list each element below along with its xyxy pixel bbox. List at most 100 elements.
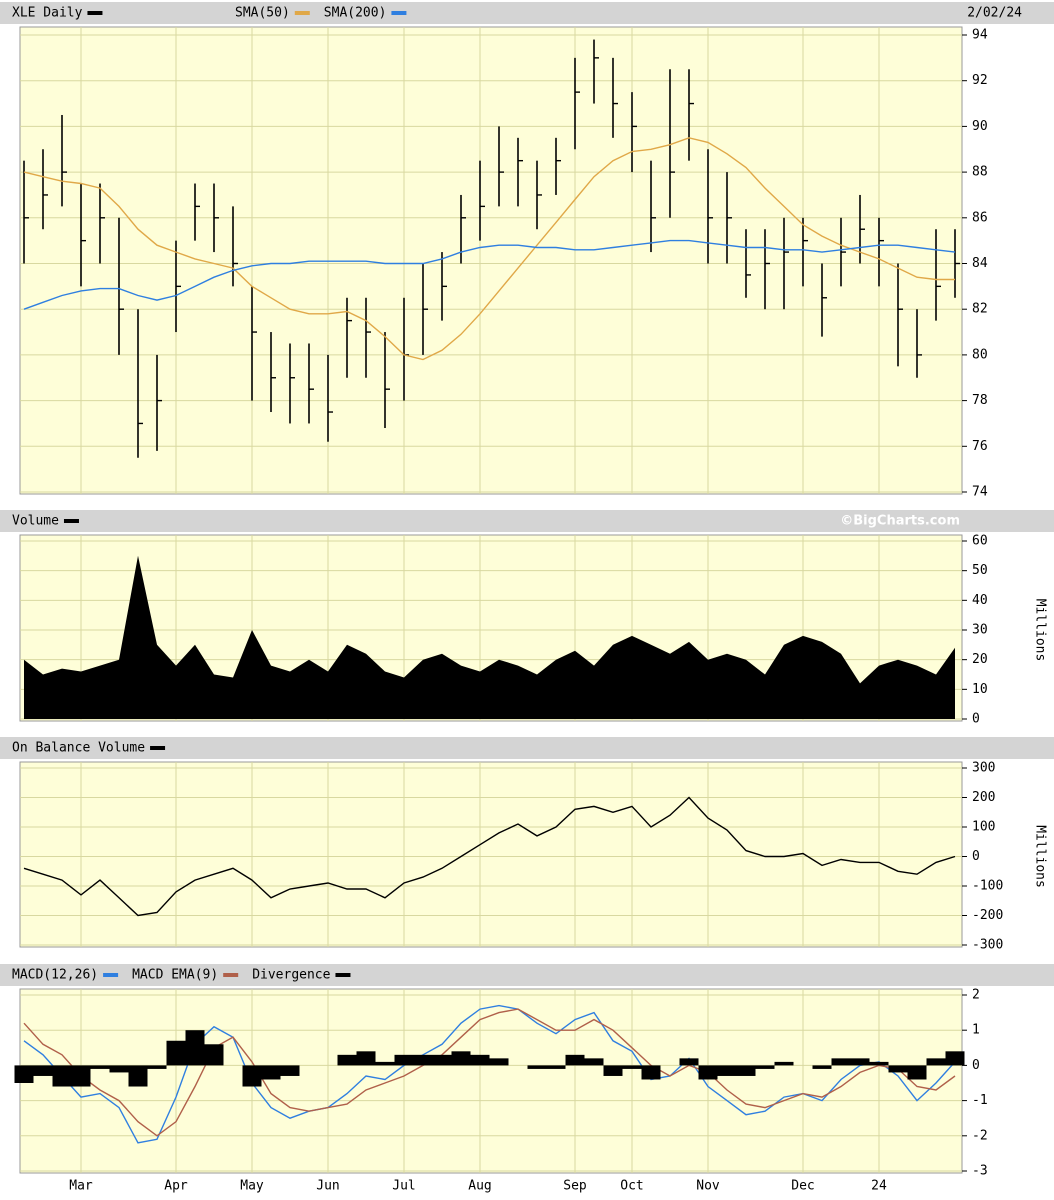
- legend-label: MACD(12,26): [12, 968, 98, 983]
- legend-swatch: [87, 11, 103, 15]
- panel-header: [0, 964, 1054, 986]
- y-tick-label: 20: [972, 652, 988, 667]
- x-tick-label: Oct: [620, 1179, 643, 1194]
- y-tick-label: 86: [972, 210, 988, 225]
- divergence-bar: [641, 1065, 661, 1080]
- series-line: [23, 239, 956, 310]
- y-tick-label: 84: [972, 256, 988, 271]
- y-tick-label: 90: [972, 119, 988, 134]
- y-tick-label: -200: [972, 908, 1003, 923]
- divergence-bar: [90, 1065, 110, 1069]
- divergence-bar: [831, 1058, 851, 1066]
- divergence-bar: [147, 1065, 167, 1069]
- y-axis-label: Millions: [1033, 825, 1048, 888]
- y-tick-label: 1: [972, 1023, 980, 1038]
- divergence-bar: [603, 1065, 623, 1076]
- y-axis-label: Millions: [1033, 599, 1048, 662]
- plot-background: [19, 761, 963, 948]
- legend-label: Volume: [12, 514, 59, 529]
- divergence-bar: [337, 1054, 357, 1066]
- divergence-bar: [679, 1058, 699, 1066]
- legend-swatch: [103, 973, 119, 977]
- volume-area: [24, 555, 955, 719]
- y-tick-label: 0: [972, 849, 980, 864]
- y-tick-label: 300: [972, 761, 995, 776]
- x-tick-label: Jul: [392, 1179, 415, 1194]
- series-line: [23, 796, 956, 917]
- series-line: [23, 1008, 956, 1137]
- legend-label: On Balance Volume: [12, 741, 145, 756]
- divergence-bar: [546, 1065, 566, 1069]
- divergence-bar: [888, 1065, 908, 1073]
- divergence-bar: [356, 1051, 376, 1066]
- divergence-bar: [432, 1054, 452, 1066]
- series-line: [23, 137, 955, 361]
- date-label: 2/02/24: [967, 6, 1022, 21]
- panel-header: [0, 510, 1054, 532]
- divergence-bar: [14, 1065, 34, 1083]
- y-tick-label: 82: [972, 302, 988, 317]
- y-tick-label: -3: [972, 1164, 988, 1179]
- divergence-bar: [755, 1065, 775, 1069]
- y-tick-label: 74: [972, 485, 988, 500]
- y-tick-label: 100: [972, 820, 995, 835]
- divergence-bar: [926, 1058, 946, 1066]
- y-tick-label: 88: [972, 165, 988, 180]
- y-tick-label: 60: [972, 534, 988, 549]
- plot-background: [19, 26, 963, 495]
- divergence-bar: [128, 1065, 148, 1087]
- x-tick-label: Aug: [468, 1179, 491, 1194]
- x-tick-label: 24: [871, 1179, 887, 1194]
- divergence-bar: [52, 1065, 72, 1087]
- legend-swatch: [223, 973, 239, 977]
- y-tick-label: 40: [972, 593, 988, 608]
- y-tick-label: 0: [972, 712, 980, 727]
- x-tick-label: Mar: [69, 1179, 93, 1194]
- divergence-bar: [698, 1065, 718, 1080]
- y-tick-label: -300: [972, 938, 1003, 953]
- divergence-bar: [394, 1054, 414, 1066]
- divergence-bar: [907, 1065, 927, 1080]
- y-tick-label: 30: [972, 623, 988, 638]
- divergence-bar: [413, 1054, 433, 1066]
- legend-label: MACD EMA(9): [132, 968, 218, 983]
- divergence-bar: [869, 1061, 889, 1066]
- y-tick-label: -2: [972, 1128, 988, 1143]
- divergence-bar: [71, 1065, 91, 1087]
- divergence-bar: [850, 1058, 870, 1066]
- y-tick-label: 0: [972, 1058, 980, 1073]
- x-tick-label: Sep: [563, 1179, 587, 1194]
- divergence-bar: [717, 1065, 737, 1076]
- divergence-bar: [489, 1058, 509, 1066]
- x-tick-label: May: [240, 1179, 264, 1194]
- y-tick-label: 50: [972, 563, 988, 578]
- divergence-bar: [451, 1051, 471, 1066]
- divergence-bar: [33, 1065, 53, 1076]
- x-tick-label: Nov: [696, 1179, 720, 1194]
- legend-swatch: [294, 11, 310, 15]
- legend-swatch: [63, 519, 79, 523]
- divergence-bar: [736, 1065, 756, 1076]
- divergence-bar: [812, 1065, 832, 1069]
- divergence-bar: [945, 1051, 965, 1066]
- x-tick-label: Dec: [791, 1179, 814, 1194]
- legend-label: XLE Daily: [12, 6, 83, 21]
- y-tick-label: 10: [972, 682, 988, 697]
- divergence-bar: [622, 1065, 642, 1069]
- panel-header: [0, 2, 1054, 24]
- divergence-bar: [261, 1065, 281, 1080]
- legend-label: SMA(200): [324, 6, 387, 21]
- divergence-bar: [204, 1044, 224, 1066]
- y-tick-label: 2: [972, 988, 980, 1003]
- y-tick-label: 78: [972, 393, 988, 408]
- y-tick-label: 92: [972, 73, 988, 88]
- divergence-bar: [527, 1065, 547, 1069]
- divergence-bar: [185, 1030, 205, 1066]
- legend-label: SMA(50): [235, 6, 290, 21]
- credit: ©BigCharts.com: [840, 514, 960, 529]
- x-tick-label: Jun: [316, 1179, 339, 1194]
- y-tick-label: 80: [972, 347, 988, 362]
- y-tick-label: 200: [972, 790, 995, 805]
